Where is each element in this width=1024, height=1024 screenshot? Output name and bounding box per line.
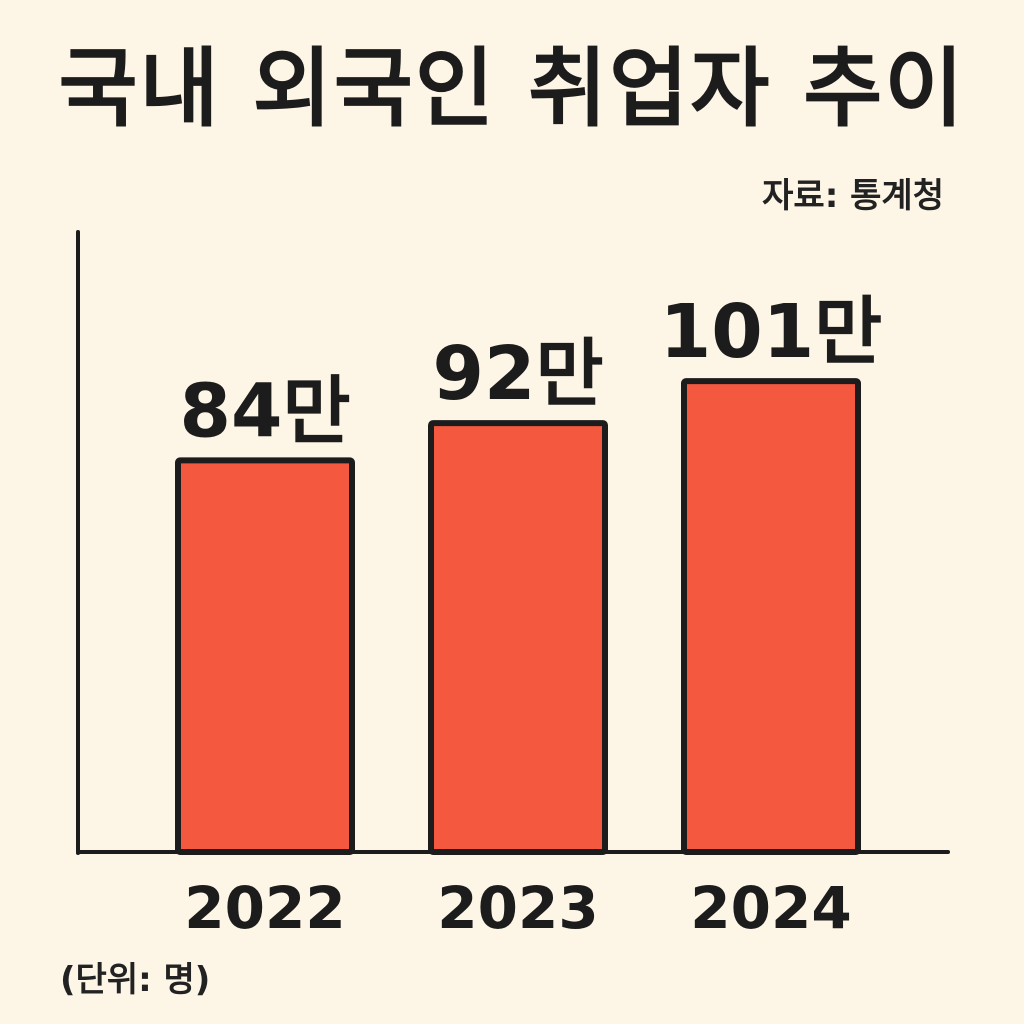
value-label-2023: 92만 <box>432 331 603 417</box>
chart-source: 자료: 통계청 <box>762 176 944 216</box>
bar-2024 <box>681 378 861 855</box>
x-tick-label-2023: 2023 <box>437 874 598 942</box>
bars-layer <box>175 378 861 855</box>
x-tick-label-2024: 2024 <box>690 874 851 942</box>
chart-title: 국내 외국인 취업자 추이 <box>58 39 966 139</box>
x-tick-label-2022: 2022 <box>184 874 345 942</box>
bar-2023 <box>428 420 608 855</box>
value-label-2024: 101만 <box>660 289 883 375</box>
labels-layer: 84만 2022 92만 2023 101만 2024 <box>179 289 882 942</box>
value-label-2022: 84만 <box>179 368 350 454</box>
unit-note: (단위: 명) <box>60 960 211 1000</box>
bar-2022 <box>175 457 355 855</box>
